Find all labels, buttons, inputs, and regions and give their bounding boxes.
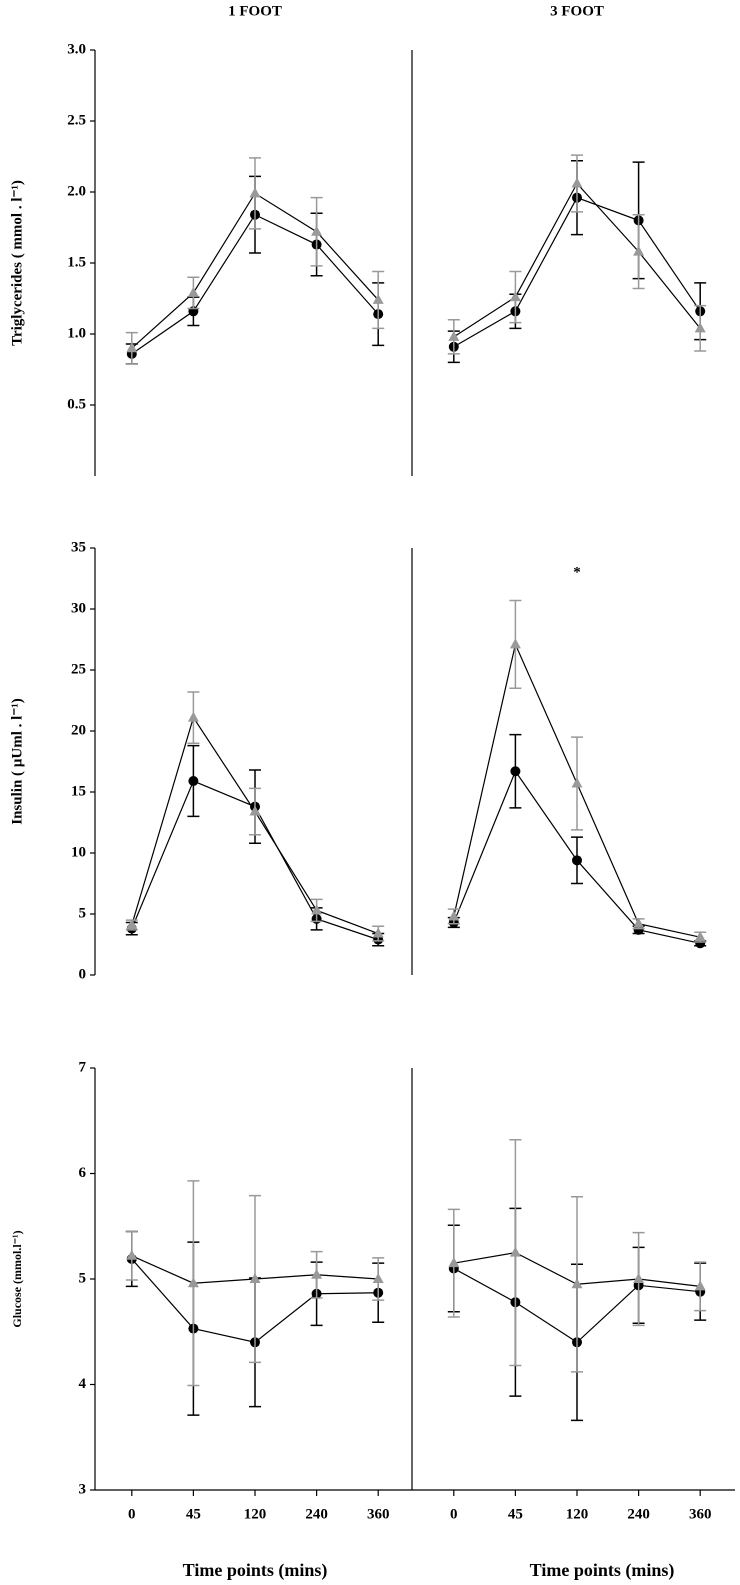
- y-tick-label: 3.0: [67, 41, 86, 57]
- data-point: [372, 293, 384, 304]
- y-tick-label: 2.0: [67, 183, 86, 199]
- data-point: [509, 291, 521, 302]
- data-point: [187, 1277, 199, 1288]
- data-point: [510, 766, 521, 777]
- data-point: [249, 187, 261, 198]
- data-point: [571, 177, 583, 188]
- x-tick-label: 0: [450, 1506, 458, 1522]
- y-tick-label: 25: [71, 661, 86, 677]
- y-tick-label: 3: [79, 1481, 87, 1497]
- y-tick-label: 35: [71, 539, 86, 555]
- data-point: [694, 322, 706, 333]
- panel-title: 3 FOOT: [550, 3, 604, 19]
- data-point: [188, 776, 199, 787]
- x-tick-label: 120: [566, 1506, 589, 1522]
- y-tick-label: 6: [79, 1165, 87, 1181]
- y-tick-label: 30: [71, 600, 86, 616]
- data-point: [571, 777, 583, 788]
- y-tick-label: 1.0: [67, 325, 86, 341]
- y-tick-label: 4: [79, 1376, 87, 1392]
- data-point: [448, 330, 460, 341]
- x-tick-label: 45: [186, 1506, 201, 1522]
- y-tick-label: 5: [79, 905, 87, 921]
- data-point: [249, 1273, 261, 1283]
- y-tick-label: 5: [79, 1270, 87, 1286]
- data-point: [126, 1249, 138, 1260]
- y-tick-label: 15: [71, 783, 86, 799]
- y-tick-label: 10: [71, 844, 86, 860]
- annotation: *: [573, 564, 581, 580]
- data-point: [126, 918, 138, 929]
- data-point: [311, 1268, 323, 1279]
- data-point: [509, 638, 521, 649]
- data-point: [372, 927, 384, 938]
- y-axis-label: Triglycerides ( mmol . l⁻¹): [9, 180, 25, 346]
- data-point: [372, 1273, 384, 1283]
- y-tick-label: 2.5: [67, 112, 86, 128]
- x-tick-label: 360: [367, 1506, 390, 1522]
- data-point: [249, 805, 261, 816]
- x-tick-label: 45: [508, 1506, 523, 1522]
- x-axis-label: Time points (mins): [530, 1560, 675, 1581]
- y-tick-label: 1.5: [67, 254, 86, 270]
- data-point: [572, 855, 582, 866]
- data-point: [126, 342, 138, 353]
- y-axis-label: Insulin ( µUml . l⁻¹): [9, 698, 25, 825]
- x-tick-label: 360: [689, 1506, 712, 1522]
- data-point: [633, 245, 645, 256]
- panel-title: 1 FOOT: [228, 3, 282, 19]
- y-tick-label: 0.5: [67, 396, 86, 412]
- x-tick-label: 0: [128, 1506, 136, 1522]
- y-tick-label: 20: [71, 722, 86, 738]
- data-point: [187, 711, 199, 722]
- data-point: [509, 1246, 521, 1257]
- data-point: [311, 225, 323, 236]
- data-point: [633, 1273, 645, 1283]
- y-axis-label: Glucose (mmol.l⁻¹): [10, 1230, 24, 1327]
- data-point: [187, 286, 199, 297]
- y-tick-label: 7: [79, 1059, 87, 1075]
- data-point: [448, 910, 460, 921]
- y-tick-label: 0: [79, 966, 87, 982]
- data-point: [694, 1280, 706, 1291]
- data-point: [633, 917, 645, 928]
- data-point: [448, 1257, 460, 1268]
- data-point: [694, 931, 706, 942]
- x-tick-label: 240: [305, 1506, 328, 1522]
- x-tick-label: 240: [627, 1506, 650, 1522]
- x-axis-label: Time points (mins): [183, 1560, 328, 1581]
- x-tick-label: 120: [244, 1506, 267, 1522]
- data-point: [571, 1278, 583, 1289]
- data-point: [311, 904, 323, 915]
